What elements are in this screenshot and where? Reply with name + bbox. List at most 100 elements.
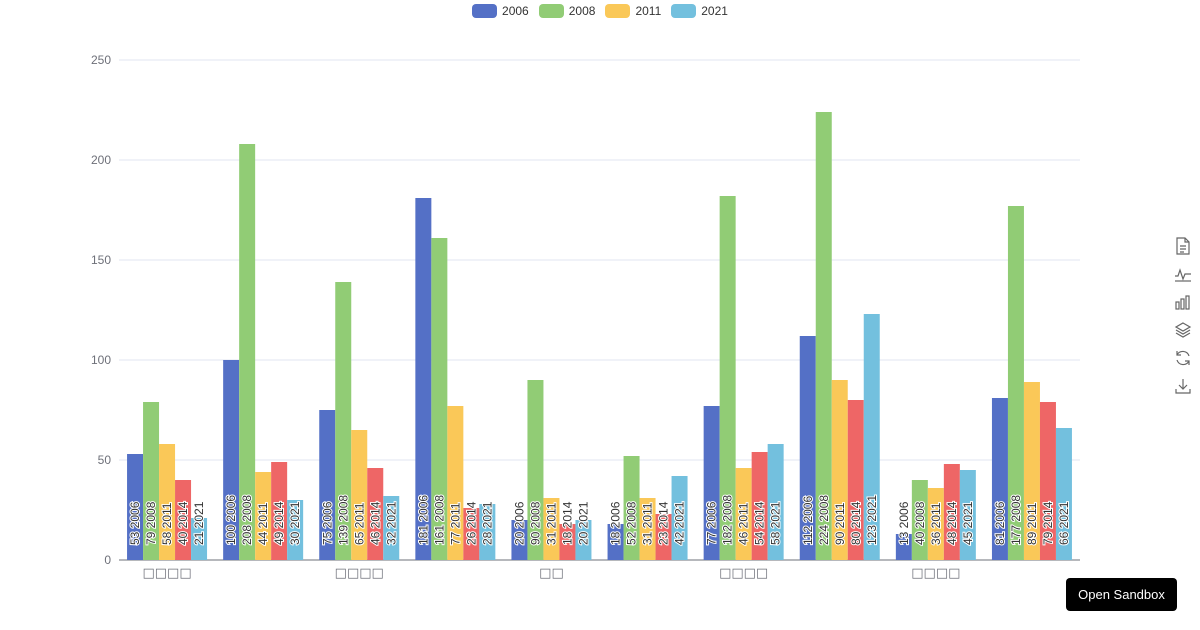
x-tick-label: □□□□	[335, 566, 384, 581]
bar	[847, 400, 864, 560]
y-tick-label: 50	[98, 453, 112, 467]
legend-item-2006[interactable]: 2006	[472, 4, 529, 18]
bar	[1007, 206, 1024, 560]
bar	[191, 518, 208, 560]
bar	[719, 196, 736, 560]
bar	[431, 238, 448, 560]
y-tick-label: 200	[91, 153, 111, 167]
bar	[335, 282, 352, 560]
bar	[767, 444, 784, 560]
bar	[991, 398, 1008, 560]
legend-label: 2008	[568, 4, 596, 18]
legend-item-2021[interactable]: 2021	[671, 4, 728, 18]
bar-data-label: 40 2008	[913, 501, 927, 545]
bar	[511, 520, 528, 560]
bar-data-label: 100 2006	[224, 495, 238, 545]
bar	[319, 410, 336, 560]
bar	[799, 336, 816, 560]
legend-item-2008[interactable]: 2008	[538, 4, 596, 18]
bar	[479, 504, 496, 560]
bar-data-label: 20 2006	[512, 501, 526, 545]
bar-data-label: 208 2008	[240, 495, 254, 545]
bar	[655, 514, 672, 560]
bar-data-label: 54 2014	[753, 501, 767, 545]
bar	[239, 144, 256, 560]
bar	[527, 380, 544, 560]
legend-swatch	[605, 4, 631, 18]
bar	[415, 198, 432, 560]
x-tick-label: □□□□	[142, 566, 191, 581]
bar	[287, 500, 304, 560]
bar-data-label: 46 2014	[368, 501, 382, 545]
bar	[639, 498, 656, 560]
bar-data-label: 123 2021	[865, 495, 879, 545]
stack-icon[interactable]	[1174, 320, 1192, 340]
bar-data-label: 224 2008	[817, 495, 831, 545]
y-tick-label: 0	[104, 553, 111, 567]
bar-data-label: 36 2011	[929, 502, 943, 545]
bar-data-label: 13 2006	[897, 501, 911, 545]
toolbox	[1174, 236, 1192, 396]
restore-icon[interactable]	[1174, 348, 1192, 368]
bar	[863, 314, 880, 560]
bar	[1023, 382, 1040, 560]
legend-label: 2006	[502, 4, 529, 18]
bar	[623, 456, 640, 560]
bar-data-label: 28 2021	[480, 501, 494, 545]
bar	[1039, 402, 1056, 560]
bar	[271, 462, 288, 560]
bar-data-label: 31 2011	[544, 502, 558, 545]
bar-data-label: 42 2021	[673, 501, 687, 545]
bar-data-label: 30 2021	[288, 501, 302, 545]
y-tick-label: 100	[91, 353, 111, 367]
bar-data-label: 21 2021	[192, 501, 206, 545]
bar	[255, 472, 272, 560]
bar-data-label: 89 2011	[1025, 502, 1039, 545]
bar-data-label: 49 2014	[272, 501, 286, 545]
bar-data-label: 58 2021	[769, 501, 783, 545]
bar	[751, 452, 768, 560]
bar-data-label: 77 2011	[448, 502, 462, 545]
bar	[159, 444, 176, 560]
bar-data-label: 40 2014	[176, 501, 190, 545]
bar	[351, 430, 368, 560]
bar-data-label: 18 2014	[560, 501, 574, 545]
bar-data-label: 181 2006	[416, 495, 430, 545]
bar-data-label: 66 2021	[1057, 501, 1071, 545]
save-image-icon[interactable]	[1174, 376, 1192, 396]
data-view-icon[interactable]	[1174, 236, 1192, 256]
bar-data-label: 44 2011	[256, 502, 270, 545]
legend-label: 2011	[635, 4, 662, 18]
bar	[671, 476, 688, 560]
bar-data-label: 32 2021	[384, 501, 398, 545]
y-tick-label: 150	[91, 253, 111, 267]
bar-data-label: 45 2021	[961, 501, 975, 545]
bar	[895, 534, 912, 560]
bar-data-label: 161 2008	[432, 495, 446, 545]
bar-data-label: 79 2008	[144, 501, 158, 545]
bar	[575, 520, 592, 560]
y-tick-label: 250	[91, 53, 111, 67]
bar	[703, 406, 720, 560]
bar-data-label: 58 2011	[160, 502, 174, 545]
legend-item-2011[interactable]: 2011	[605, 4, 661, 18]
bar	[735, 468, 752, 560]
x-tick-label: □□□□	[911, 566, 960, 581]
bar-data-label: 177 2008	[1009, 495, 1023, 545]
x-tick-label: □□	[539, 566, 564, 581]
bar	[383, 496, 400, 560]
bar	[1055, 428, 1072, 560]
bar-data-label: 18 2006	[609, 501, 623, 545]
x-tick-label: □□□□	[719, 566, 768, 581]
line-chart-icon[interactable]	[1174, 264, 1192, 284]
bar	[943, 464, 960, 560]
bar	[143, 402, 160, 560]
bar-data-label: 182 2008	[721, 495, 735, 545]
open-sandbox-button[interactable]: Open Sandbox	[1066, 578, 1177, 611]
bar-data-label: 77 2006	[705, 501, 719, 545]
bar-chart-icon[interactable]	[1174, 292, 1192, 312]
bar-data-label: 81 2006	[993, 501, 1007, 545]
bar-data-label: 90 2011	[833, 502, 847, 545]
bar-data-label: 139 2008	[336, 495, 350, 545]
